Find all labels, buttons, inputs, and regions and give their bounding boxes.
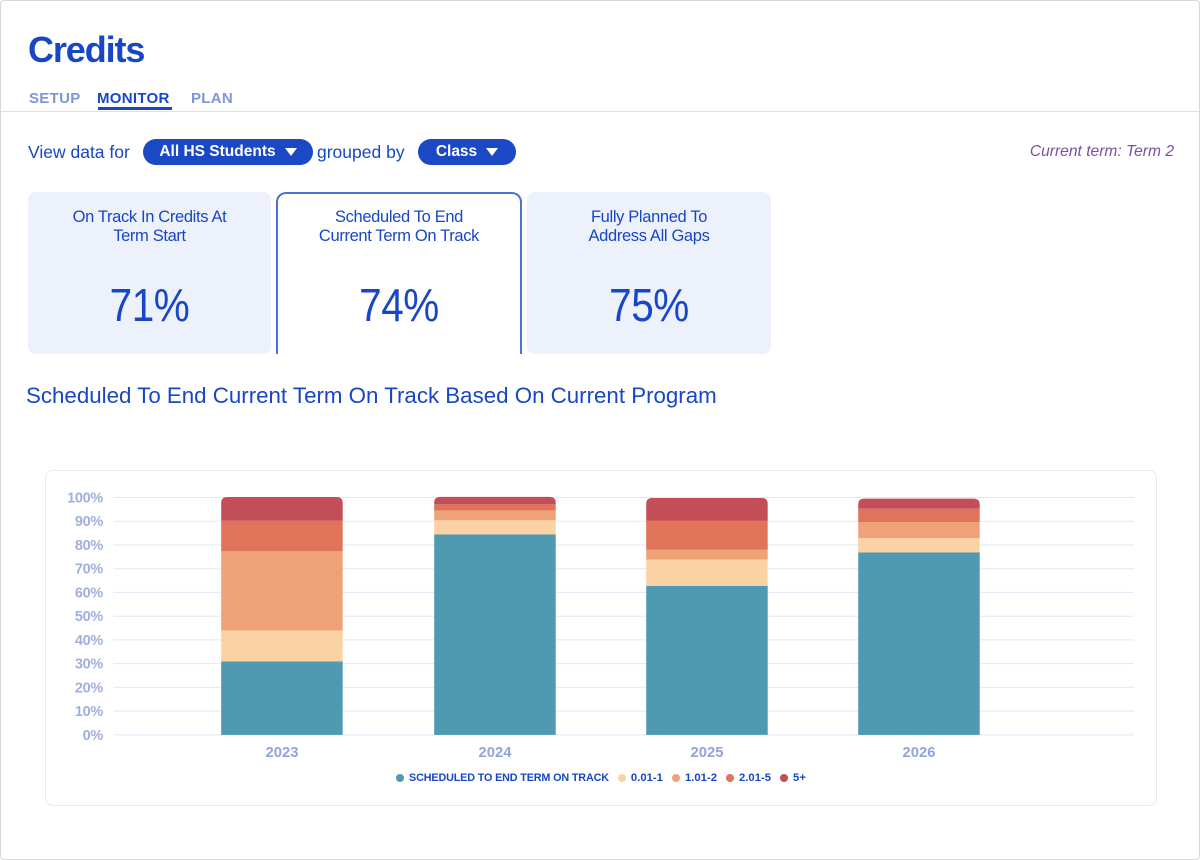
svg-text:2025: 2025 bbox=[691, 745, 724, 761]
svg-text:30%: 30% bbox=[75, 657, 104, 673]
svg-text:60%: 60% bbox=[75, 585, 104, 601]
svg-text:0%: 0% bbox=[83, 728, 104, 744]
svg-text:2023: 2023 bbox=[266, 745, 299, 761]
svg-text:50%: 50% bbox=[75, 609, 104, 625]
svg-text:90%: 90% bbox=[75, 514, 104, 530]
svg-text:100%: 100% bbox=[67, 491, 103, 507]
svg-text:2026: 2026 bbox=[903, 745, 936, 761]
svg-text:80%: 80% bbox=[75, 538, 104, 554]
svg-text:20%: 20% bbox=[75, 680, 104, 696]
svg-text:10%: 10% bbox=[75, 704, 104, 720]
svg-text:70%: 70% bbox=[75, 562, 104, 578]
svg-text:40%: 40% bbox=[75, 633, 104, 649]
svg-text:2024: 2024 bbox=[479, 745, 513, 761]
